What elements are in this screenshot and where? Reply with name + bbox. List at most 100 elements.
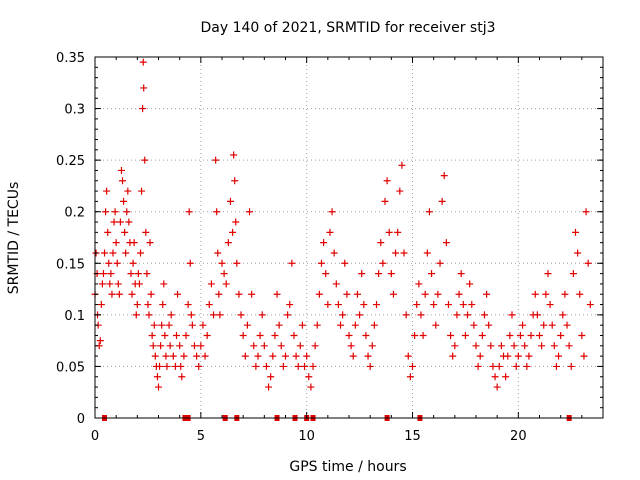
data-point bbox=[203, 331, 211, 339]
data-point bbox=[230, 151, 238, 159]
y-tick-label: 0.25 bbox=[56, 154, 85, 169]
data-point bbox=[150, 321, 158, 329]
data-point bbox=[470, 321, 478, 329]
data-point bbox=[160, 280, 168, 288]
data-point bbox=[277, 342, 285, 350]
data-point bbox=[180, 352, 188, 360]
data-point bbox=[233, 259, 241, 267]
data-point bbox=[224, 239, 232, 247]
data-point bbox=[394, 228, 402, 236]
data-point bbox=[265, 383, 273, 391]
data-point bbox=[525, 352, 533, 360]
data-point bbox=[419, 331, 427, 339]
data-point bbox=[345, 331, 353, 339]
x-tick-label: 10 bbox=[298, 429, 315, 444]
data-point bbox=[375, 270, 383, 278]
data-point bbox=[243, 321, 251, 329]
data-point bbox=[215, 290, 223, 298]
data-point bbox=[141, 156, 149, 164]
data-point bbox=[451, 342, 459, 350]
data-point bbox=[379, 259, 387, 267]
data-point bbox=[544, 270, 552, 278]
data-point bbox=[139, 105, 147, 113]
data-point bbox=[495, 362, 503, 370]
data-point bbox=[485, 321, 493, 329]
data-point bbox=[332, 280, 340, 288]
data-point bbox=[157, 342, 165, 350]
data-point bbox=[117, 166, 125, 174]
data-point bbox=[373, 301, 381, 309]
data-point bbox=[252, 362, 260, 370]
data-point bbox=[510, 342, 518, 350]
data-point bbox=[461, 331, 469, 339]
data-point bbox=[197, 342, 205, 350]
data-point bbox=[199, 321, 207, 329]
data-point bbox=[432, 321, 440, 329]
data-point bbox=[104, 228, 112, 236]
data-point bbox=[533, 311, 541, 319]
x-tick-label: 20 bbox=[510, 429, 527, 444]
data-point bbox=[262, 362, 270, 370]
data-point bbox=[176, 342, 184, 350]
plot-frame bbox=[94, 56, 604, 419]
data-point bbox=[466, 280, 474, 288]
data-point bbox=[116, 218, 124, 226]
data-point bbox=[212, 156, 220, 164]
x-tick-label: 15 bbox=[404, 429, 421, 444]
data-point bbox=[292, 352, 300, 360]
data-point bbox=[305, 373, 313, 381]
data-point bbox=[368, 342, 376, 350]
data-point bbox=[417, 311, 425, 319]
data-point bbox=[474, 362, 482, 370]
data-point bbox=[205, 301, 213, 309]
data-point bbox=[540, 321, 548, 329]
data-point bbox=[364, 352, 372, 360]
data-point bbox=[229, 228, 237, 236]
data-point bbox=[576, 290, 584, 298]
data-point bbox=[438, 197, 446, 205]
data-point bbox=[128, 290, 136, 298]
data-point bbox=[476, 352, 484, 360]
data-point bbox=[146, 239, 154, 247]
data-point bbox=[362, 331, 370, 339]
data-point bbox=[457, 270, 465, 278]
data-point bbox=[184, 301, 192, 309]
data-point bbox=[114, 280, 122, 288]
data-point bbox=[145, 311, 153, 319]
data-point bbox=[269, 352, 277, 360]
data-point bbox=[521, 342, 529, 350]
data-point bbox=[516, 331, 524, 339]
data-point bbox=[493, 383, 501, 391]
data-point bbox=[239, 331, 247, 339]
data-point bbox=[161, 331, 169, 339]
data-point bbox=[531, 290, 539, 298]
data-point bbox=[98, 280, 106, 288]
data-point bbox=[99, 270, 107, 278]
data-point bbox=[137, 249, 145, 257]
data-point bbox=[385, 228, 393, 236]
data-point bbox=[421, 290, 429, 298]
data-point bbox=[360, 301, 368, 309]
data-point bbox=[214, 249, 222, 257]
data-point bbox=[370, 321, 378, 329]
data-point bbox=[129, 259, 137, 267]
data-point bbox=[201, 352, 209, 360]
data-point bbox=[185, 208, 193, 216]
data-point bbox=[151, 352, 159, 360]
data-point bbox=[334, 301, 342, 309]
data-point bbox=[313, 321, 321, 329]
y-tick-label: 0.2 bbox=[64, 206, 85, 221]
data-point bbox=[301, 362, 309, 370]
data-point bbox=[113, 259, 121, 267]
data-point bbox=[330, 249, 338, 257]
data-point bbox=[125, 218, 133, 226]
data-point bbox=[110, 218, 118, 226]
data-point bbox=[565, 342, 573, 350]
data-point bbox=[555, 352, 563, 360]
data-point bbox=[169, 352, 177, 360]
data-point bbox=[226, 197, 234, 205]
data-point bbox=[328, 208, 336, 216]
data-point bbox=[256, 331, 264, 339]
data-point bbox=[138, 187, 146, 195]
data-point bbox=[210, 311, 218, 319]
